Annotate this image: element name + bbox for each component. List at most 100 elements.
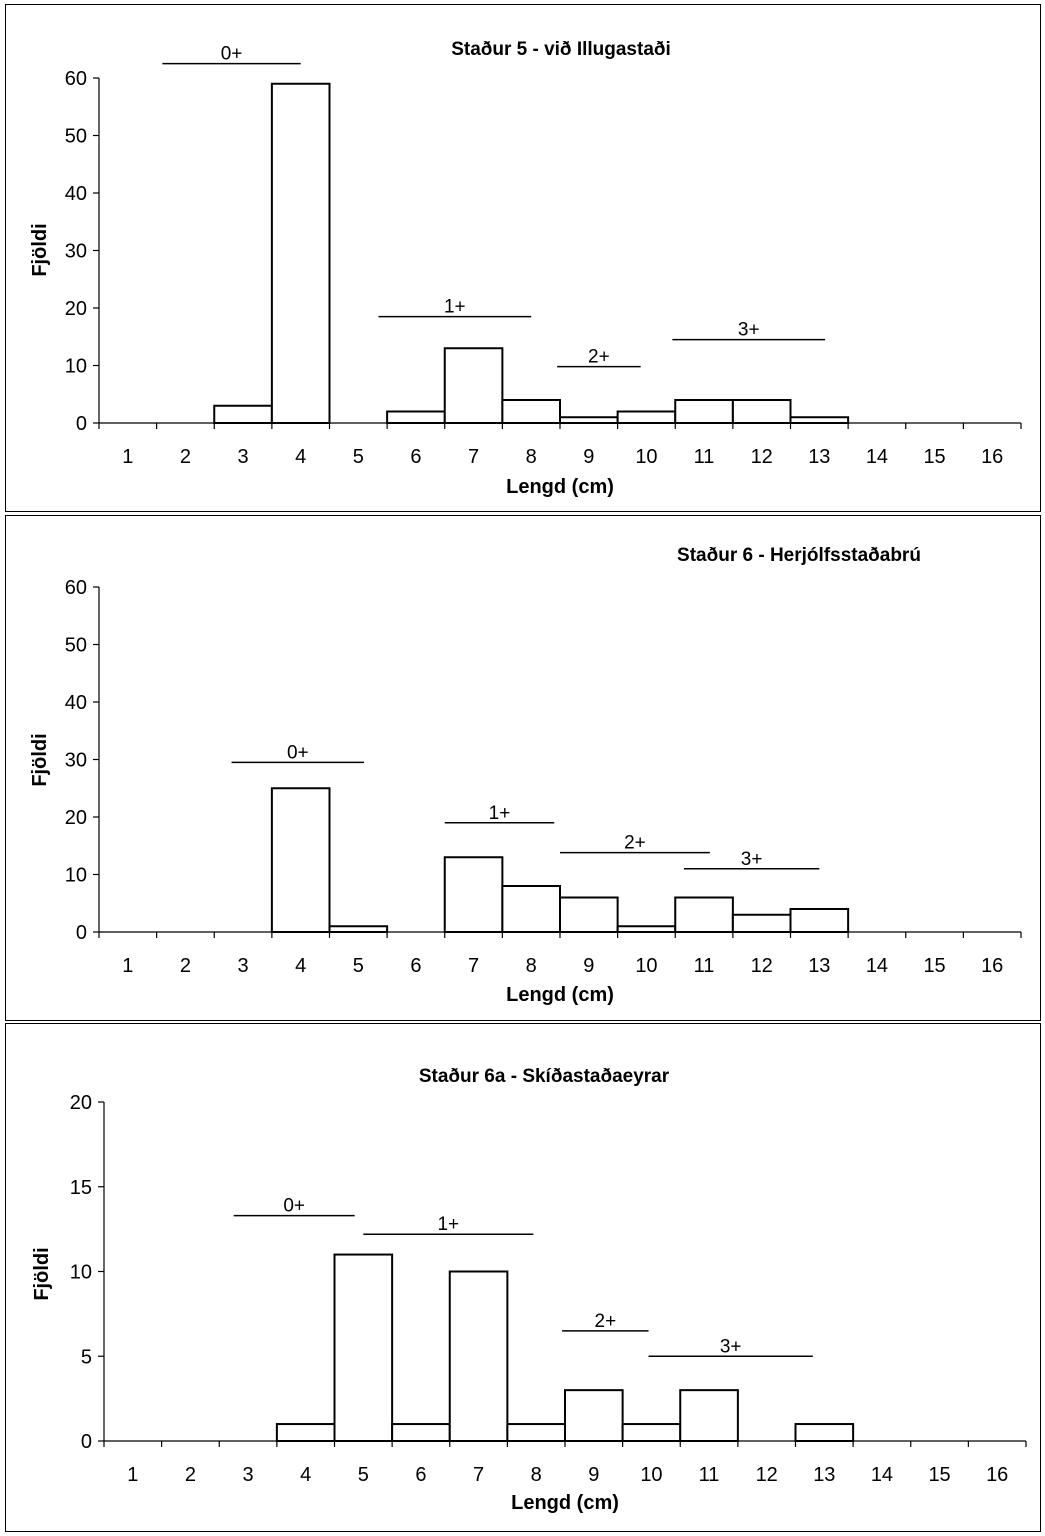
x-tick-label: 12 (756, 1464, 778, 1486)
bar (328, 925, 389, 933)
x-tick-label: 5 (353, 955, 364, 977)
age-group-label: 2+ (595, 1311, 617, 1332)
chart-panel-1: Staður 5 - við Illugastaði 0 10 20 30 40 50 60 1… (5, 4, 1041, 512)
chart-2: Staður 6 - Herjólfsstaðabrú0102030405060… (29, 545, 1022, 1006)
x-tick-label: 8 (526, 955, 537, 977)
x-tick-label: 1 (122, 446, 133, 468)
y-tick-label: 20 (70, 1092, 92, 1114)
x-tick-label: 12 (751, 955, 773, 977)
x-tick-label: 8 (526, 446, 537, 468)
bar (443, 856, 504, 933)
x-tick-label: 11 (694, 446, 715, 468)
x-tick-label: 7 (468, 955, 479, 977)
x-tick-label: 2 (180, 955, 191, 977)
y-tick-label: 30 (65, 750, 87, 772)
bar (386, 410, 446, 424)
x-tick-label: 10 (635, 955, 657, 977)
bar (621, 1423, 682, 1442)
x-tick-label: 3 (243, 1464, 254, 1486)
x-tick-label: 14 (866, 446, 888, 468)
x-tick-label: 9 (583, 446, 594, 468)
chart-1: Staður 5 - við Illugastaði 0 10 20 30 40 50 60 1… (29, 39, 1022, 498)
x-tick-label: 2 (180, 446, 191, 468)
x-tick-label: 10 (640, 1464, 662, 1486)
x-tick-label: 8 (531, 1464, 542, 1486)
y-tick-label: 60 (65, 68, 87, 90)
bar (391, 1423, 451, 1442)
x-tick-label: 15 (923, 446, 945, 468)
y-tick-label: 40 (65, 692, 87, 714)
chart-title: Staður 6a - Skíðastaðaeyrar (419, 1066, 670, 1087)
y-tick-label: 10 (70, 1262, 92, 1284)
bar (501, 399, 561, 424)
y-tick-label: 0 (76, 413, 87, 435)
x-tick-label: 13 (808, 955, 830, 977)
age-group-label: 2+ (588, 347, 610, 368)
y-axis-label: Fjöldi (29, 733, 51, 786)
y-tick-label: 50 (65, 126, 87, 148)
x-tick-label: 13 (813, 1464, 835, 1486)
bar (794, 1423, 855, 1442)
age-group-label: 0+ (287, 742, 309, 763)
bar (270, 787, 331, 933)
x-tick-label: 5 (358, 1464, 369, 1486)
bar (506, 1423, 566, 1442)
x-tick-label: 14 (871, 1464, 893, 1486)
x-tick-label: 11 (699, 1464, 720, 1486)
bar (731, 913, 792, 933)
bar (501, 885, 561, 933)
bar (789, 908, 850, 933)
bar (674, 896, 734, 933)
x-tick-label: 1 (127, 1464, 138, 1486)
x-tick-label: 4 (300, 1464, 311, 1486)
age-group-label: 1+ (444, 297, 466, 318)
x-axis-label: Lengd (cm) (511, 1492, 619, 1514)
x-tick-label: 6 (410, 955, 421, 977)
bar (559, 416, 619, 424)
bar (674, 399, 734, 424)
x-axis-label: Lengd (cm) (506, 476, 614, 498)
x-tick-label: 16 (981, 446, 1003, 468)
x-tick-label: 3 (238, 955, 249, 977)
x-tick-label: 7 (468, 446, 479, 468)
bar (270, 82, 331, 424)
bar (275, 1423, 336, 1442)
age-group-label: 3+ (720, 1336, 742, 1357)
age-group-label: 3+ (741, 849, 763, 870)
y-tick-label: 50 (65, 635, 87, 657)
x-tick-label: 2 (185, 1464, 196, 1486)
x-tick-label: 11 (694, 955, 715, 977)
bar (443, 347, 504, 424)
bar (616, 410, 677, 424)
y-tick-label: 20 (65, 298, 87, 320)
x-tick-label: 10 (635, 446, 657, 468)
y-tick-label: 30 (65, 241, 87, 263)
chart-title: Staður 5 - við Illugastaði (451, 39, 671, 60)
age-group-label: 3+ (738, 320, 760, 341)
bar (679, 1389, 739, 1442)
bar (731, 399, 792, 424)
x-tick-label: 9 (588, 1464, 599, 1486)
x-axis-label: Lengd (cm) (506, 984, 614, 1006)
age-group-label: 1+ (437, 1214, 459, 1235)
x-tick-label: 15 (923, 955, 945, 977)
x-tick-label: 4 (295, 955, 306, 977)
x-tick-label: 6 (410, 446, 421, 468)
x-tick-label: 6 (415, 1464, 426, 1486)
age-group-label: 2+ (624, 833, 646, 854)
chart-panel-2: Staður 6 - Herjólfsstaðabrú 0 10 20 30 40 50 60… (5, 515, 1041, 1021)
y-axis-label: Fjöldi (29, 223, 51, 276)
y-tick-label: 5 (81, 1346, 92, 1368)
y-tick-label: 0 (76, 922, 87, 944)
x-tick-label: 13 (808, 446, 830, 468)
y-tick-label: 15 (70, 1177, 92, 1199)
x-tick-label: 16 (986, 1464, 1008, 1486)
y-tick-label: 10 (65, 356, 87, 378)
age-group-label: 0+ (221, 44, 243, 65)
y-tick-label: 0 (81, 1431, 92, 1453)
bar (616, 925, 677, 933)
bar (789, 416, 850, 424)
y-tick-label: 60 (65, 577, 87, 599)
x-tick-label: 1 (122, 955, 133, 977)
